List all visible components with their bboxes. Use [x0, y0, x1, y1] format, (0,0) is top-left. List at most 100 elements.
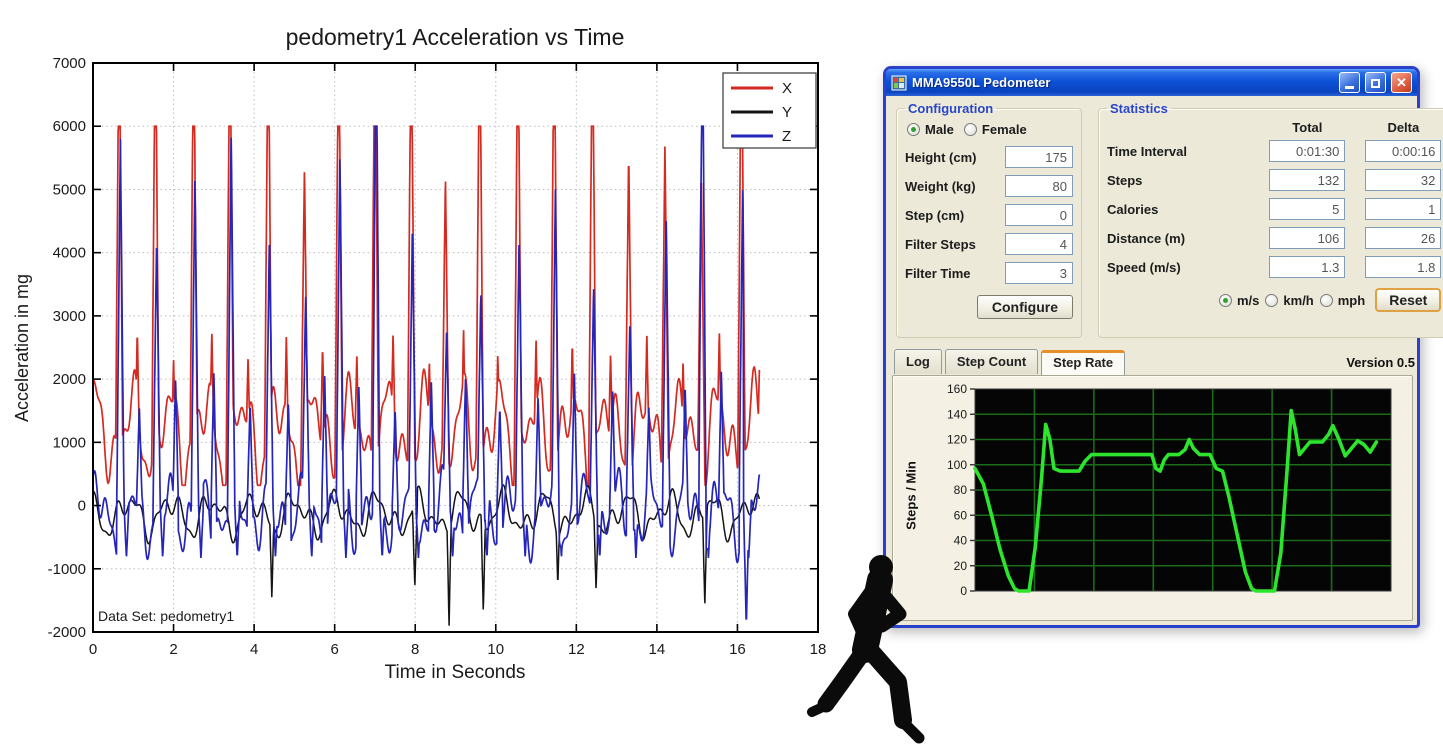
svg-text:100: 100	[947, 458, 967, 472]
weight-field[interactable]	[1005, 175, 1073, 197]
plot-ylabel: Acceleration in mg	[12, 274, 32, 422]
distance-delta[interactable]	[1365, 227, 1442, 249]
svg-text:8: 8	[411, 641, 419, 658]
female-radio[interactable]	[963, 123, 977, 136]
svg-text:0: 0	[89, 641, 97, 658]
svg-text:14: 14	[649, 641, 666, 658]
svg-text:80: 80	[954, 483, 968, 497]
weight-label: Weight (kg)	[905, 178, 976, 194]
maximize-button[interactable]	[1365, 72, 1386, 93]
plot-annotation: Data Set: pedometry1	[98, 608, 234, 624]
tab-strip: Log Step Count Step Rate Version 0.5	[894, 349, 1415, 375]
acceleration-plot: pedometry1 Acceleration vs Time Accelera…	[12, 24, 827, 683]
svg-text:0: 0	[78, 498, 86, 515]
legend-label-x: X	[782, 80, 792, 97]
runner-front-leg	[859, 639, 912, 729]
step-rate-panel: Steps / Min 0 20 40 60 80 100 120 140 160	[892, 375, 1413, 621]
svg-text:0: 0	[960, 584, 967, 598]
plot-legend: X Y Z	[722, 72, 817, 149]
svg-text:3000: 3000	[53, 308, 86, 325]
steps-delta[interactable]	[1365, 169, 1442, 191]
unit-ms-label: m/s	[1237, 292, 1260, 308]
close-icon: ✕	[1396, 75, 1407, 90]
plot-title: pedometry1 Acceleration vs Time	[286, 24, 625, 50]
runner-front-arm	[873, 583, 907, 633]
svg-text:20: 20	[954, 559, 968, 573]
step-label: Step (cm)	[905, 207, 965, 223]
svg-text:120: 120	[947, 433, 967, 447]
svg-text:16: 16	[729, 641, 746, 658]
svg-text:40: 40	[954, 534, 968, 548]
step-field[interactable]	[1005, 204, 1073, 226]
filter-steps-label: Filter Steps	[905, 236, 976, 252]
svg-text:7000: 7000	[53, 55, 86, 72]
filter-steps-field[interactable]	[1005, 233, 1073, 255]
minimize-button[interactable]	[1339, 72, 1360, 93]
tab-step-count[interactable]: Step Count	[944, 349, 1039, 374]
statistics-group: Statistics Total Delta Time Interval Ste…	[1098, 101, 1443, 338]
svg-text:60: 60	[954, 508, 968, 522]
acceleration-figure: pedometry1 Acceleration vs Time Accelera…	[12, 24, 827, 683]
svg-text:140: 140	[947, 407, 967, 421]
calories-delta[interactable]	[1365, 198, 1442, 220]
delta-column-header: Delta	[1387, 120, 1420, 135]
minimize-icon	[1345, 86, 1354, 89]
legend-label-z: Z	[782, 128, 791, 145]
runner-back-arm	[848, 580, 880, 638]
runner-silhouette	[807, 555, 925, 744]
total-column-header: Total	[1292, 120, 1323, 135]
runner-back-foot	[807, 700, 832, 717]
step-rate-chart: 0 20 40 60 80 100 120 140 160	[947, 382, 1392, 598]
version-text: Version 0.5	[1346, 355, 1415, 370]
unit-mph-radio[interactable]	[1319, 293, 1333, 307]
unit-ms-radio[interactable]	[1219, 293, 1232, 307]
unit-mph-label: mph	[1337, 292, 1366, 308]
distance-total[interactable]	[1269, 227, 1346, 249]
speed-delta[interactable]	[1365, 256, 1442, 278]
svg-text:2: 2	[169, 641, 177, 658]
svg-text:4: 4	[250, 641, 258, 658]
height-label: Height (cm)	[905, 149, 977, 165]
configuration-group: Configuration Male Female Height (cm) We…	[896, 101, 1082, 338]
steps-label: Steps	[1107, 172, 1143, 188]
speed-label: Speed (m/s)	[1107, 259, 1181, 275]
svg-text:12: 12	[568, 641, 585, 658]
svg-text:6: 6	[330, 641, 338, 658]
runner-back-leg	[817, 639, 875, 713]
window-title: MMA9550L Pedometer	[912, 75, 1051, 90]
height-field[interactable]	[1005, 146, 1073, 168]
configuration-title: Configuration	[908, 101, 994, 116]
svg-text:18: 18	[810, 641, 827, 658]
distance-label: Distance (m)	[1107, 230, 1186, 246]
tab-step-rate[interactable]: Step Rate	[1041, 350, 1126, 375]
svg-text:1000: 1000	[53, 434, 86, 451]
filter-time-label: Filter Time	[905, 265, 971, 281]
time-interval-delta[interactable]	[1365, 140, 1442, 162]
steps-total[interactable]	[1269, 169, 1346, 191]
tab-log[interactable]: Log	[894, 349, 942, 374]
svg-text:5000: 5000	[53, 181, 86, 198]
window-icon	[891, 75, 907, 90]
calories-label: Calories	[1107, 201, 1159, 217]
step-rate-ylabel: Steps / Min	[903, 461, 919, 530]
svg-text:10: 10	[487, 641, 504, 658]
reset-button[interactable]: Reset	[1375, 288, 1442, 312]
filter-time-field[interactable]	[1005, 262, 1073, 284]
legend-label-y: Y	[782, 104, 792, 121]
speed-total[interactable]	[1269, 256, 1346, 278]
statistics-title: Statistics	[1110, 101, 1168, 116]
unit-kmh-radio[interactable]	[1265, 293, 1279, 307]
calories-total[interactable]	[1269, 198, 1346, 220]
svg-text:-1000: -1000	[48, 561, 86, 578]
maximize-icon	[1371, 79, 1380, 88]
svg-text:2000: 2000	[53, 371, 86, 388]
svg-text:6000: 6000	[53, 118, 86, 135]
time-interval-total[interactable]	[1269, 140, 1346, 162]
svg-text:4000: 4000	[53, 245, 86, 262]
plot-xlabel: Time in Seconds	[385, 662, 526, 683]
window-titlebar[interactable]: MMA9550L Pedometer ✕	[886, 69, 1417, 96]
close-button[interactable]: ✕	[1391, 72, 1412, 93]
male-radio[interactable]	[907, 123, 920, 136]
configure-button[interactable]: Configure	[976, 295, 1073, 319]
